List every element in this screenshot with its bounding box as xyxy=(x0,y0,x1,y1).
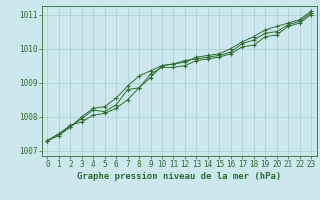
X-axis label: Graphe pression niveau de la mer (hPa): Graphe pression niveau de la mer (hPa) xyxy=(77,172,281,181)
